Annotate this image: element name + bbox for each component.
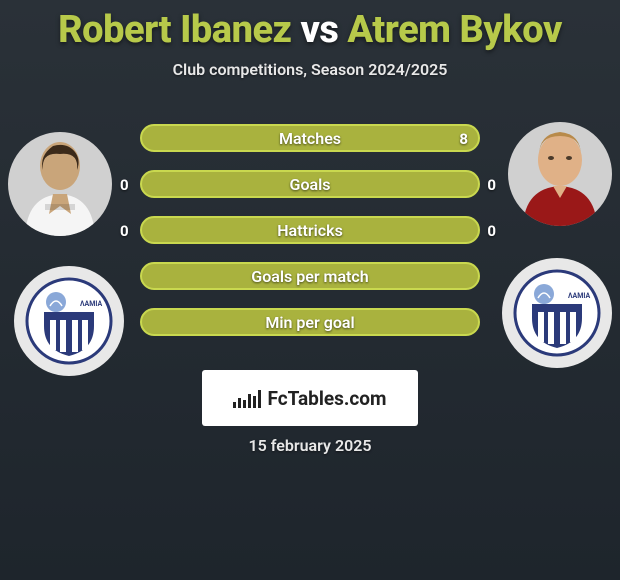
player2-name: Atrem Bykov xyxy=(347,8,561,52)
person-icon xyxy=(15,136,105,236)
stat-left-value: 0 xyxy=(120,176,129,194)
brand-logo: FcTables.com xyxy=(202,370,418,426)
stat-label: Min per goal xyxy=(265,313,354,332)
person-icon xyxy=(515,126,605,226)
club-crest-icon: ΛΑΜΙΑ xyxy=(24,276,114,366)
stat-label: Hattricks xyxy=(277,221,343,240)
stat-left-value: 0 xyxy=(120,222,129,240)
player2-team-badge: ΛΑΜΙΑ xyxy=(502,258,612,368)
club-crest-icon: ΛΑΜΙΑ xyxy=(512,268,602,358)
subtitle: Club competitions, Season 2024/2025 xyxy=(0,60,620,79)
comparison-date: 15 february 2025 xyxy=(0,436,620,455)
player1-name: Robert Ibanez xyxy=(58,8,291,52)
comparison-title: Robert Ibanez vs Atrem Bykov xyxy=(0,0,620,52)
stat-bar-goals-per-match: Goals per match xyxy=(140,262,480,290)
stat-bar-min-per-goal: Min per goal xyxy=(140,308,480,336)
stat-bar-goals: 0 Goals 0 xyxy=(140,170,480,198)
player2-avatar xyxy=(508,122,612,226)
stat-right-value: 0 xyxy=(487,176,496,194)
svg-text:ΛΑΜΙΑ: ΛΑΜΙΑ xyxy=(80,300,102,308)
player1-avatar xyxy=(8,132,112,236)
stat-label: Goals per match xyxy=(251,267,368,286)
stat-bar-hattricks: 0 Hattricks 0 xyxy=(140,216,480,244)
stat-bars: Matches 8 0 Goals 0 0 Hattricks 0 Goals … xyxy=(140,124,480,354)
chart-icon xyxy=(233,388,261,408)
stat-label: Goals xyxy=(290,175,331,194)
stat-bar-matches: Matches 8 xyxy=(140,124,480,152)
vs-text: vs xyxy=(301,8,339,52)
player1-team-badge: ΛΑΜΙΑ xyxy=(14,266,124,376)
stat-label: Matches xyxy=(279,129,341,148)
stat-right-value: 8 xyxy=(459,130,468,148)
brand-name: FcTables.com xyxy=(267,387,386,410)
svg-text:ΛΑΜΙΑ: ΛΑΜΙΑ xyxy=(568,292,590,300)
stat-right-value: 0 xyxy=(487,222,496,240)
